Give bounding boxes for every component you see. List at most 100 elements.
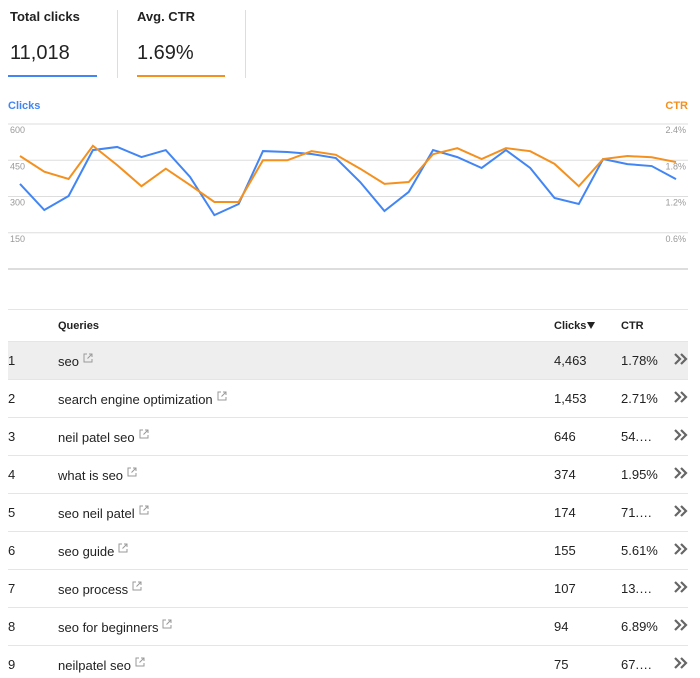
- ctr-text: 71.…: [621, 505, 653, 520]
- query-text: seo guide: [58, 543, 115, 559]
- query: seo process: [58, 569, 554, 608]
- clicks: 155: [554, 531, 621, 570]
- card-value: 11,018: [10, 42, 70, 64]
- clicks-text: 1,453: [554, 391, 587, 406]
- query-row[interactable]: 7 seo process 107 13.…: [8, 569, 688, 608]
- ctr-text: 54.…: [621, 429, 653, 444]
- external-link-icon[interactable]: [162, 619, 172, 629]
- query: seo guide: [58, 531, 554, 570]
- query-text: neil patel seo: [58, 429, 135, 445]
- details-chevron[interactable]: [674, 353, 688, 365]
- y2-tick-label: 1.2%: [665, 198, 686, 208]
- row-action: [663, 417, 688, 456]
- clicks-text: 374: [554, 467, 576, 482]
- clicks-text: 94: [554, 619, 569, 634]
- query-text: seo for beginners: [58, 619, 159, 635]
- row-index: 7: [8, 569, 58, 608]
- query: seo: [58, 341, 554, 380]
- index-header: [8, 309, 58, 342]
- query-text: seo: [58, 353, 79, 369]
- query-row[interactable]: 9 neilpatel seo 75 67.…: [8, 645, 688, 678]
- clicks: 1,453: [554, 379, 621, 418]
- details-chevron[interactable]: [674, 543, 688, 555]
- external-link-icon[interactable]: [139, 505, 149, 515]
- row-action: [663, 379, 688, 418]
- avg-ctr-card[interactable]: Avg. CTR 1.69%: [118, 0, 245, 90]
- external-link-icon[interactable]: [83, 353, 93, 363]
- row-index: 2: [8, 379, 58, 418]
- header-row: Queries Clicks CTR: [8, 309, 688, 342]
- row-index: 8: [8, 607, 58, 646]
- external-link-icon[interactable]: [135, 657, 145, 667]
- row-action: [663, 455, 688, 494]
- query-row[interactable]: 6 seo guide 155 5.61%: [8, 531, 688, 570]
- card-label: Avg. CTR: [137, 9, 196, 24]
- query-row[interactable]: 2 search engine optimization 1,453 2.71%: [8, 379, 688, 418]
- y2-axis-label: CTR: [665, 100, 688, 112]
- card-value: 1.69%: [137, 42, 194, 64]
- query-row[interactable]: 4 what is seo 374 1.95%: [8, 455, 688, 494]
- external-link-icon[interactable]: [118, 543, 128, 553]
- clicks-text: 174: [554, 505, 576, 520]
- queries-table: Queries Clicks CTR 1 seo 4,463 1.78% 2 search en…: [8, 309, 688, 678]
- clicks-header: Clicks: [554, 309, 621, 342]
- query: what is seo: [58, 455, 554, 494]
- ctr-text: 13.…: [621, 581, 653, 596]
- clicks-header-text: Clicks: [554, 319, 587, 332]
- ctr-text: 5.61%: [621, 543, 658, 558]
- card-underline: [137, 75, 225, 77]
- row-index-text: 1: [8, 353, 16, 368]
- query: seo neil patel: [58, 493, 554, 532]
- row-index: 9: [8, 645, 58, 678]
- y2-tick-label: 2.4%: [665, 125, 686, 135]
- details-chevron[interactable]: [674, 581, 688, 593]
- row-index: 3: [8, 417, 58, 456]
- query-row[interactable]: 8 seo for beginners 94 6.89%: [8, 607, 688, 646]
- clicks: 4,463: [554, 341, 621, 380]
- row-index-text: 8: [8, 619, 16, 634]
- clicks-text: 107: [554, 581, 576, 596]
- ctr: 1.78%: [621, 341, 663, 380]
- details-chevron[interactable]: [674, 657, 688, 669]
- clicks: 646: [554, 417, 621, 456]
- query-text: search engine optimization: [58, 391, 213, 407]
- row-index: 1: [8, 341, 58, 380]
- action-header: [663, 309, 688, 342]
- details-chevron[interactable]: [674, 467, 688, 479]
- query-row[interactable]: 3 neil patel seo 646 54.…: [8, 417, 688, 456]
- ctr: 6.89%: [621, 607, 663, 646]
- query-text: seo neil patel: [58, 505, 135, 521]
- row-index-text: 4: [8, 467, 16, 482]
- row-action: [663, 341, 688, 380]
- ctr-text: 1.95%: [621, 467, 658, 482]
- external-link-icon[interactable]: [127, 467, 137, 477]
- clicks: 174: [554, 493, 621, 532]
- sort-arrow[interactable]: [587, 321, 596, 329]
- row-action: [663, 493, 688, 532]
- external-link-icon[interactable]: [132, 581, 142, 591]
- query: seo for beginners: [58, 607, 554, 646]
- query-row[interactable]: 1 seo 4,463 1.78%: [8, 341, 688, 380]
- external-link-icon[interactable]: [139, 429, 149, 439]
- external-link-icon[interactable]: [217, 391, 227, 401]
- ctr-header-text: CTR: [621, 319, 644, 332]
- query-row[interactable]: 5 seo neil patel 174 71.…: [8, 493, 688, 532]
- query-text: what is seo: [58, 467, 124, 483]
- row-index-text: 7: [8, 581, 16, 596]
- clicks: 75: [554, 645, 621, 678]
- details-chevron[interactable]: [674, 391, 688, 403]
- details-chevron[interactable]: [674, 619, 688, 631]
- chart: Clicks CTR 600 450 300 150 2.4% 1.8% 1.2% 0.6%: [8, 100, 688, 270]
- details-chevron[interactable]: [674, 505, 688, 517]
- ctr-text: 67.…: [621, 657, 653, 672]
- clicks: 107: [554, 569, 621, 608]
- series-line: [19, 145, 677, 217]
- ctr: 71.…: [621, 493, 663, 532]
- total-clicks-card[interactable]: Total clicks 11,018: [0, 0, 116, 90]
- details-chevron[interactable]: [674, 429, 688, 441]
- y-tick-label: 600: [10, 125, 25, 135]
- clicks-text: 75: [554, 657, 569, 672]
- row-index: 6: [8, 531, 58, 570]
- query: neil patel seo: [58, 417, 554, 456]
